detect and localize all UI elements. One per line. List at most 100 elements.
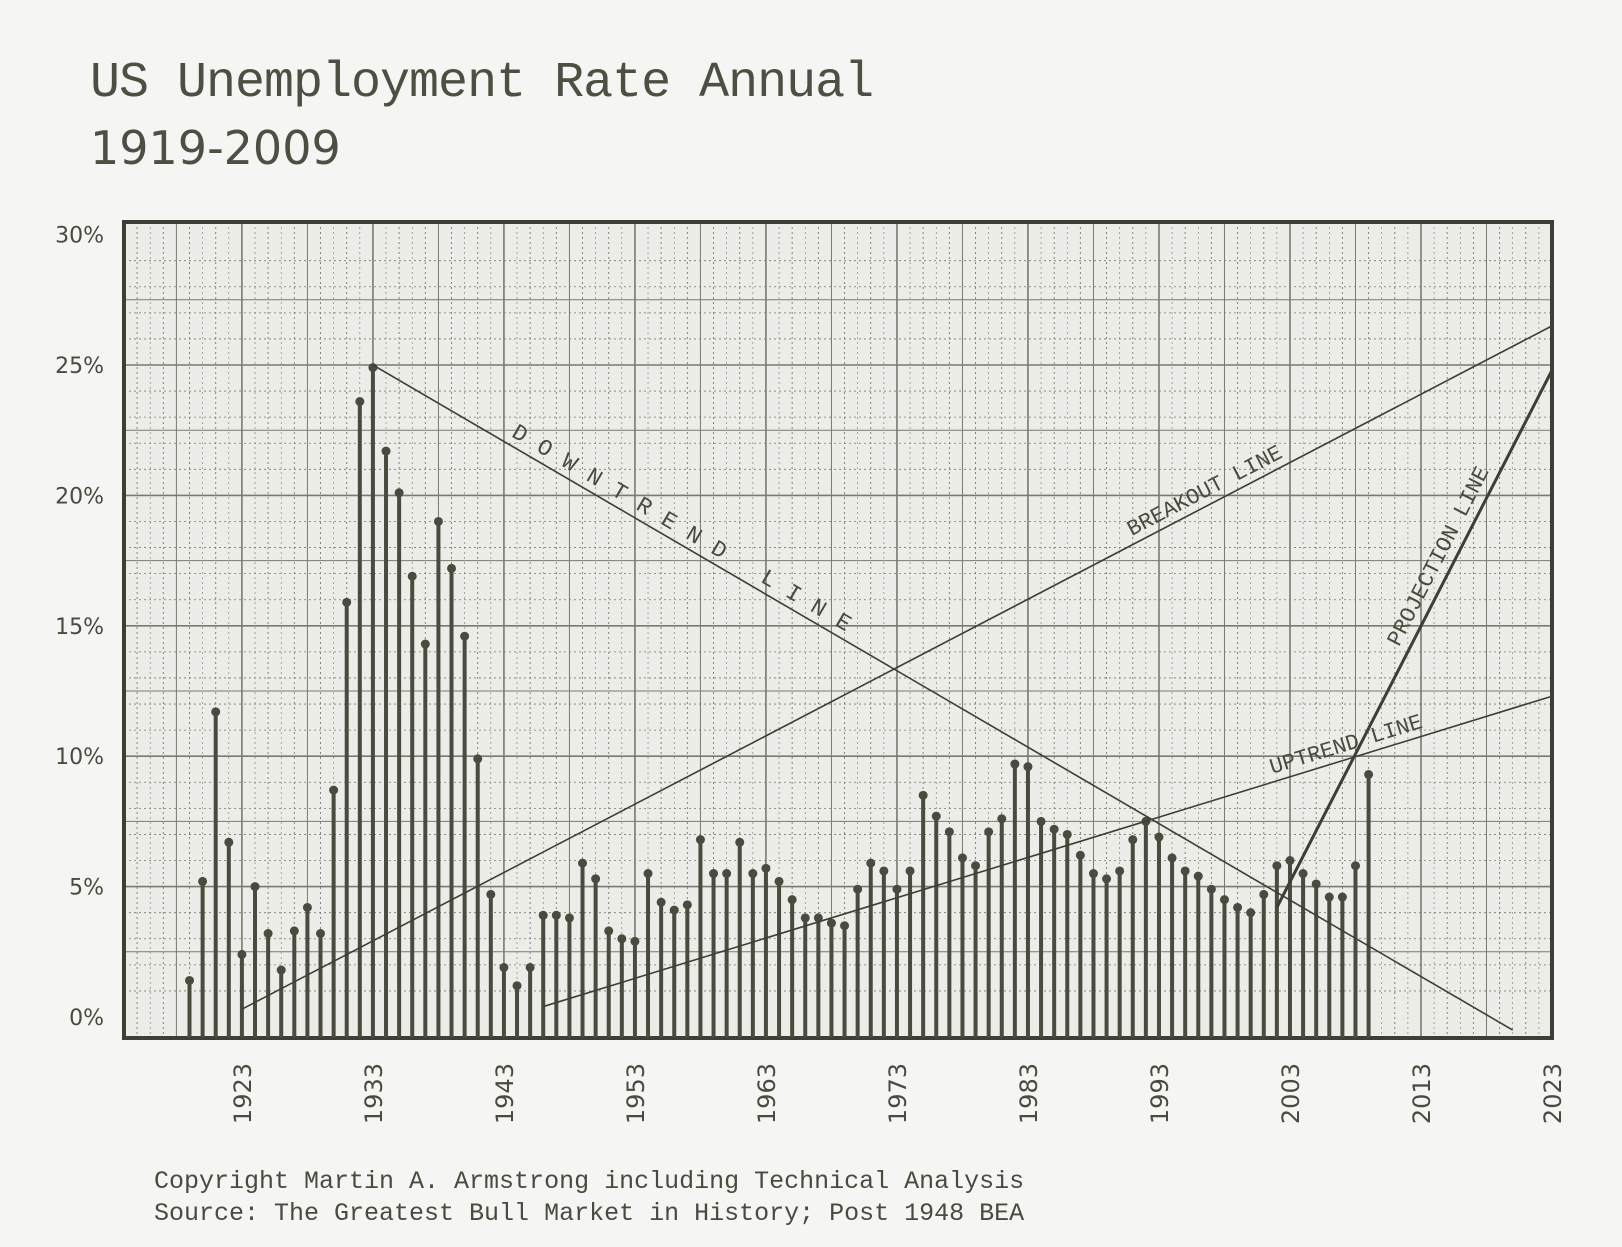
bar-dot-1953 — [630, 936, 640, 946]
bar-dot-1948 — [564, 913, 574, 923]
x-tick-label: 1923 — [229, 1063, 257, 1124]
bar-dot-2003 — [1285, 856, 1295, 866]
bar-dot-1967 — [813, 913, 823, 923]
bar-dot-1956 — [669, 905, 679, 915]
bar-dot-1977 — [944, 827, 954, 837]
trend-line-3 — [1275, 369, 1554, 909]
bar-dot-1949 — [578, 858, 588, 868]
bar-dot-2005 — [1311, 879, 1321, 889]
copyright-note: Copyright Martin A. Armstrong including … — [154, 1167, 1025, 1196]
bar-dot-1921 — [211, 707, 221, 717]
bar-dot-1999 — [1233, 902, 1243, 912]
bar-dot-1945 — [525, 962, 535, 972]
bar-dot-1964 — [774, 876, 784, 886]
bar-dot-1927 — [289, 926, 299, 936]
x-tick-label: 2023 — [1539, 1063, 1567, 1124]
bar-dot-2007 — [1337, 892, 1347, 902]
bar-dot-1940 — [460, 631, 470, 641]
bar-dot-1938 — [433, 516, 443, 526]
bar-dot-1936 — [407, 571, 417, 581]
x-tick-label: 1943 — [491, 1063, 519, 1124]
bar-dot-1924 — [250, 882, 260, 892]
y-tick-label: 30% — [55, 224, 104, 249]
plot-frame — [122, 220, 1554, 1040]
y-tick-label: 0% — [69, 1006, 104, 1031]
y-tick-label: 20% — [55, 484, 104, 509]
bar-dot-1932 — [355, 397, 365, 407]
bar-dot-1975 — [918, 790, 928, 800]
bar-dot-1958 — [695, 835, 705, 845]
x-tick-label: 1963 — [753, 1063, 781, 1124]
bar-dot-1928 — [302, 902, 312, 912]
bar-dot-1965 — [787, 895, 797, 905]
x-tick-label: 1953 — [622, 1063, 650, 1124]
bar-dot-1984 — [1036, 816, 1046, 826]
bar-dot-1974 — [905, 866, 915, 876]
bar-dot-1950 — [591, 874, 601, 884]
bar-dot-1973 — [892, 884, 902, 894]
bar-dot-1969 — [840, 921, 850, 931]
bar-dot-1995 — [1180, 866, 1190, 876]
x-tick-label: 2003 — [1277, 1063, 1305, 1124]
bar-dot-2004 — [1298, 869, 1308, 879]
y-tick-label: 5% — [69, 876, 104, 901]
bar-dot-1980 — [984, 827, 994, 837]
bar-dot-1996 — [1193, 871, 1203, 881]
bar-dot-1988 — [1088, 869, 1098, 879]
bar-dot-2001 — [1259, 889, 1269, 899]
bar-dot-1942 — [486, 889, 496, 899]
bar-dot-1978 — [957, 853, 967, 863]
plot-area — [124, 222, 1552, 1038]
bar-dot-1990 — [1115, 866, 1125, 876]
bar-dot-1962 — [748, 869, 758, 879]
bar-dot-2009 — [1364, 769, 1374, 779]
bar-dot-1925 — [263, 929, 273, 939]
bar-dot-1931 — [342, 597, 352, 607]
bar-dot-1955 — [656, 897, 666, 907]
bar-dot-2000 — [1246, 908, 1256, 918]
bar-dot-1959 — [709, 869, 719, 879]
trend-line-1 — [241, 325, 1553, 1010]
trend-line-2 — [542, 695, 1553, 1008]
bar-dot-1935 — [394, 488, 404, 498]
bar-dot-1957 — [682, 900, 692, 910]
bar-dot-1943 — [499, 962, 509, 972]
bar-dot-1952 — [617, 934, 627, 944]
axis-labels: 0% 5% 10% 15% 20% 25% 30% 1923 1933 1943 1953 1963 1… — [55, 224, 1567, 1124]
bar-dot-1983 — [1023, 762, 1033, 772]
bar-dot-2002 — [1272, 861, 1282, 871]
bar-dot-1968 — [826, 918, 836, 928]
bar-dot-1947 — [551, 910, 561, 920]
bar-dot-1951 — [604, 926, 614, 936]
y-tick-label: 10% — [55, 745, 104, 770]
bar-dot-1922 — [224, 837, 234, 847]
bar-dot-1966 — [800, 913, 810, 923]
bar-dot-1941 — [473, 754, 483, 764]
x-tick-label: 1973 — [884, 1063, 912, 1124]
bar-dot-1929 — [316, 929, 326, 939]
bar-dot-1963 — [761, 863, 771, 873]
chart-title-block: US Unemployment Rate Annual 1919-2009 — [90, 52, 874, 180]
bar-dot-1919 — [185, 975, 195, 985]
bar-dot-1944 — [512, 981, 522, 991]
bar-dot-1972 — [879, 866, 889, 876]
bar-dot-1994 — [1167, 853, 1177, 863]
chart-title: US Unemployment Rate Annual — [90, 55, 874, 112]
chart-subtitle: 1919-2009 — [90, 121, 341, 175]
bar-dot-1954 — [643, 869, 653, 879]
x-tick-label: 1933 — [360, 1063, 388, 1124]
bar-dot-1991 — [1128, 835, 1138, 845]
bar-dot-1979 — [971, 861, 981, 871]
bar-dot-1920 — [198, 876, 208, 886]
bar-dot-1986 — [1062, 829, 1072, 839]
bar-dot-1939 — [447, 563, 457, 573]
bar-dot-1981 — [997, 814, 1007, 824]
trend-line-0 — [372, 364, 1514, 1031]
bar-dot-1934 — [381, 446, 391, 456]
bar-dot-1961 — [735, 837, 745, 847]
bar-dot-1923 — [237, 949, 247, 959]
bar-dot-1998 — [1219, 895, 1229, 905]
bar-dot-1960 — [722, 869, 732, 879]
x-tick-label: 1983 — [1015, 1063, 1043, 1124]
bar-dot-1946 — [538, 910, 548, 920]
